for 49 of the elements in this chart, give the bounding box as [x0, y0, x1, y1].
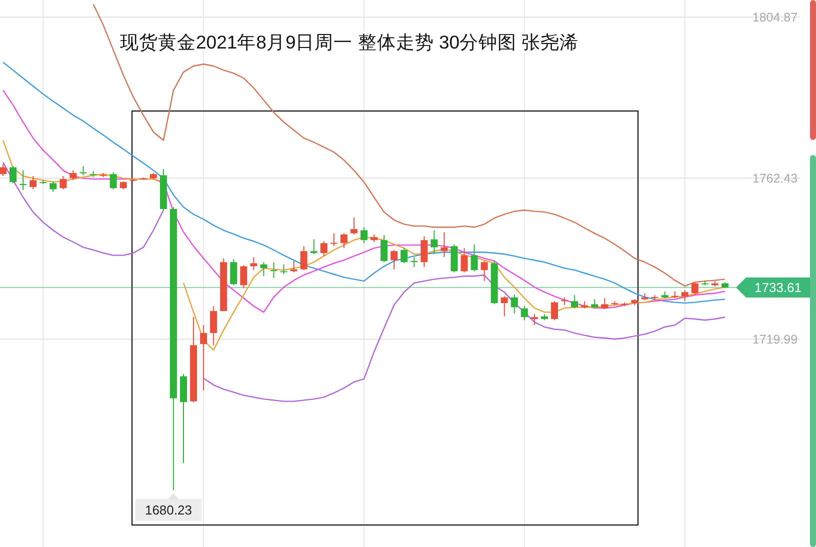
y-tick-label: 1804.87	[752, 10, 798, 25]
candlestick	[340, 232, 348, 249]
candlestick	[230, 258, 238, 286]
candlestick	[10, 166, 17, 184]
text: 现货黄金2021年8月9日周一 整体走势 30分钟图 张尧浠	[120, 31, 579, 52]
candlestick	[110, 172, 117, 190]
candlestick	[551, 300, 558, 321]
candlestick	[60, 176, 67, 190]
y-tick-label: 1762.43	[752, 172, 798, 186]
candlestick	[240, 264, 248, 289]
candlestick	[500, 296, 508, 317]
candlestick	[691, 282, 698, 295]
y-tick-label: 1719.99	[752, 332, 798, 347]
candlestick	[300, 246, 308, 271]
candlestick	[350, 216, 358, 235]
candlestick	[440, 232, 448, 258]
candlestick	[280, 264, 288, 275]
candlestick	[510, 294, 518, 314]
candlestick	[250, 256, 258, 271]
candlestick	[460, 248, 468, 273]
candlestick	[80, 166, 87, 176]
candlestick	[530, 314, 538, 326]
candlestick	[330, 232, 338, 247]
candlestick	[380, 234, 388, 263]
candlestick	[571, 294, 578, 309]
candlestick	[310, 238, 318, 255]
candlestick	[681, 290, 688, 302]
candlestick	[30, 176, 37, 190]
candlestick	[480, 260, 488, 282]
candlestick	[70, 170, 77, 181]
candlestick	[50, 180, 57, 192]
candlestick	[390, 249, 398, 270]
candlestick	[270, 262, 278, 279]
candlestick	[520, 306, 528, 321]
candlestick	[0, 164, 7, 177]
candlestick	[210, 306, 218, 346]
line-series	[92, 4, 726, 287]
candlestick	[200, 324, 208, 391]
annotation: 1680.23	[144, 502, 192, 518]
candlestick	[591, 298, 598, 309]
candlestick	[360, 226, 368, 244]
candlestick	[260, 262, 268, 277]
candlestick	[320, 240, 328, 257]
candlestick	[470, 244, 478, 272]
ref-line-label: 1733.61	[754, 280, 802, 296]
candlestick	[601, 298, 608, 310]
candlestick	[400, 248, 408, 264]
candlestick	[430, 230, 438, 255]
candlestick	[420, 236, 428, 268]
